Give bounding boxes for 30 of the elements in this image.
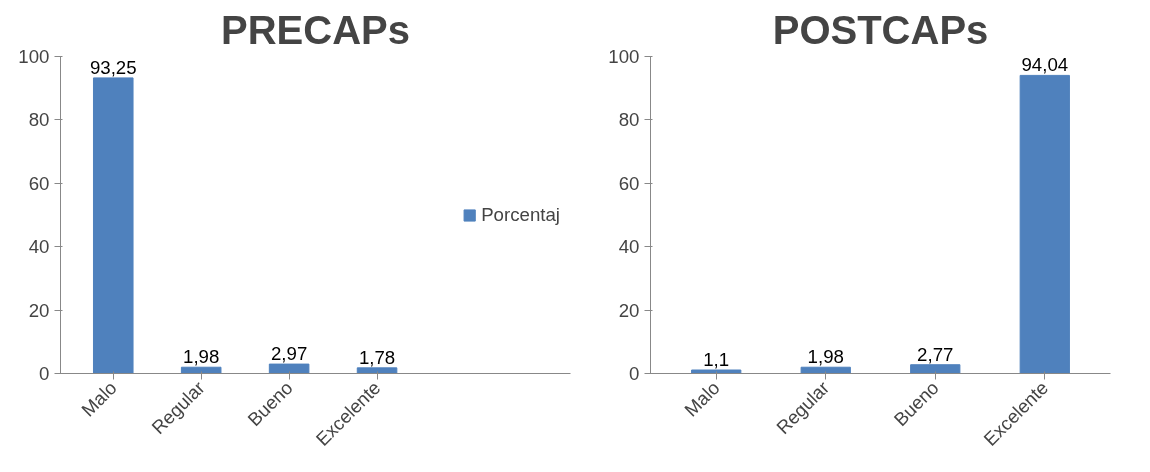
y-tick-label: 0	[39, 363, 50, 384]
y-tick-label: 80	[28, 109, 50, 131]
y-tick-label: 0	[629, 363, 640, 384]
y-tick-label: 40	[618, 236, 640, 258]
text: 1,98	[183, 346, 220, 368]
bar	[691, 369, 742, 374]
text: 1,78	[358, 346, 396, 368]
y-tick-label: 60	[618, 172, 640, 194]
y-tick-label: 40	[28, 236, 50, 258]
bar	[356, 367, 398, 374]
y-tick-label: 100	[608, 46, 640, 67]
bar	[910, 364, 961, 374]
text: 93,25	[89, 56, 137, 78]
y-tick-label: 80	[618, 109, 640, 131]
y-tick-label: 60	[28, 172, 50, 194]
bar	[1019, 74, 1070, 374]
text: 1,98	[807, 346, 844, 368]
text: 94,04	[1021, 54, 1069, 76]
y-tick-label: 20	[28, 299, 50, 321]
text: 2,97	[270, 343, 308, 365]
text: 1,1	[703, 349, 730, 371]
bar	[800, 366, 851, 374]
bar	[268, 363, 310, 374]
y-tick-label: 100	[18, 46, 50, 67]
legend-label: Porcentaj	[481, 203, 560, 226]
bar	[92, 77, 134, 374]
chart-title: POSTCAPs	[772, 7, 989, 52]
text: 2,77	[917, 343, 954, 365]
chart-title: PRECAPs	[221, 7, 410, 52]
y-tick-label: 20	[618, 299, 640, 321]
